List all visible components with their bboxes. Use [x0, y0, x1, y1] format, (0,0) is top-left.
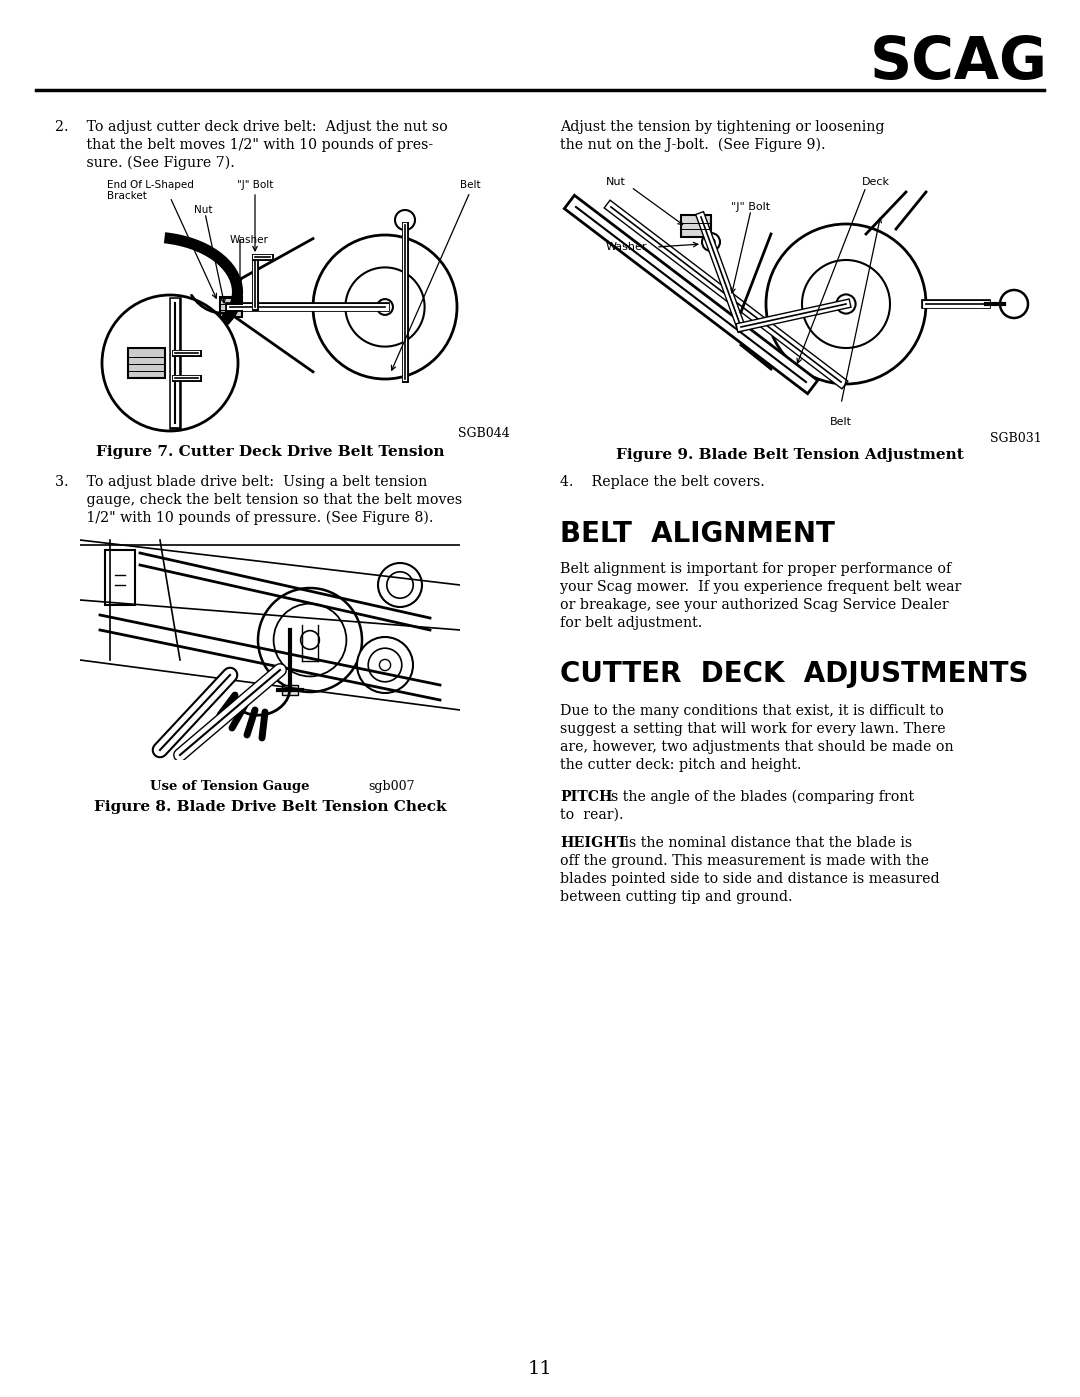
Text: 3.    To adjust blade drive belt:  Using a belt tension: 3. To adjust blade drive belt: Using a b… [55, 475, 428, 489]
Text: gauge, check the belt tension so that the belt moves: gauge, check the belt tension so that th… [55, 493, 462, 507]
Circle shape [836, 295, 855, 313]
Text: is the angle of the blades (comparing front: is the angle of the blades (comparing fr… [602, 789, 914, 805]
Circle shape [378, 563, 422, 608]
Circle shape [377, 299, 393, 314]
Text: Belt: Belt [460, 180, 481, 190]
Text: "J" Bolt: "J" Bolt [237, 180, 273, 190]
Text: or breakage, see your authorized Scag Service Dealer: or breakage, see your authorized Scag Se… [561, 598, 948, 612]
Text: is the nominal distance that the blade is: is the nominal distance that the blade i… [620, 835, 913, 849]
Text: Nut: Nut [606, 177, 626, 187]
Text: Due to the many conditions that exist, it is difficult to: Due to the many conditions that exist, i… [561, 704, 944, 718]
Text: Figure 7. Cutter Deck Drive Belt Tension: Figure 7. Cutter Deck Drive Belt Tension [96, 446, 444, 460]
Text: the cutter deck: pitch and height.: the cutter deck: pitch and height. [561, 759, 801, 773]
Text: 2.    To adjust cutter deck drive belt:  Adjust the nut so: 2. To adjust cutter deck drive belt: Adj… [55, 120, 448, 134]
Circle shape [258, 588, 362, 692]
Circle shape [313, 235, 457, 379]
Text: SCAG: SCAG [870, 34, 1048, 91]
Circle shape [707, 237, 715, 246]
Circle shape [1000, 291, 1028, 319]
Text: PITCH: PITCH [561, 789, 612, 805]
FancyBboxPatch shape [681, 215, 711, 237]
Circle shape [702, 233, 720, 251]
Text: Belt alignment is important for proper performance of: Belt alignment is important for proper p… [561, 562, 951, 576]
Text: SGB031: SGB031 [990, 432, 1042, 446]
Text: Use of Tension Gauge: Use of Tension Gauge [150, 780, 310, 793]
Text: Washer: Washer [230, 235, 269, 244]
Circle shape [102, 295, 238, 432]
Circle shape [300, 630, 320, 650]
Text: Figure 8. Blade Drive Belt Tension Check: Figure 8. Blade Drive Belt Tension Check [94, 800, 446, 814]
Circle shape [802, 260, 890, 348]
Text: Nut: Nut [193, 205, 213, 215]
Text: for belt adjustment.: for belt adjustment. [561, 616, 702, 630]
Text: between cutting tip and ground.: between cutting tip and ground. [561, 890, 793, 904]
Text: the nut on the J-bolt.  (See Figure 9).: the nut on the J-bolt. (See Figure 9). [561, 138, 825, 152]
Text: HEIGHT: HEIGHT [561, 835, 627, 849]
Text: sgb007: sgb007 [368, 780, 415, 793]
FancyBboxPatch shape [105, 550, 135, 605]
Text: that the belt moves 1/2" with 10 pounds of pres-: that the belt moves 1/2" with 10 pounds … [55, 138, 433, 152]
Text: your Scag mower.  If you experience frequent belt wear: your Scag mower. If you experience frequ… [561, 580, 961, 594]
Bar [282, 685, 298, 694]
Text: Deck: Deck [862, 177, 890, 187]
Text: BELT  ALIGNMENT: BELT ALIGNMENT [561, 520, 835, 548]
Circle shape [273, 604, 347, 676]
Circle shape [368, 648, 402, 682]
Text: SGB044: SGB044 [458, 427, 510, 440]
Circle shape [766, 224, 926, 384]
Circle shape [357, 637, 413, 693]
Text: 1/2" with 10 pounds of pressure. (See Figure 8).: 1/2" with 10 pounds of pressure. (See Fi… [55, 511, 433, 525]
Circle shape [346, 267, 424, 346]
Text: 4.    Replace the belt covers.: 4. Replace the belt covers. [561, 475, 765, 489]
Text: 11: 11 [528, 1361, 552, 1377]
Text: "J" Bolt: "J" Bolt [731, 203, 770, 212]
Text: sure. (See Figure 7).: sure. (See Figure 7). [55, 156, 234, 170]
Text: Figure 9. Blade Belt Tension Adjustment: Figure 9. Blade Belt Tension Adjustment [616, 448, 963, 462]
Text: Bracket: Bracket [107, 191, 147, 201]
Text: suggest a setting that will work for every lawn. There: suggest a setting that will work for eve… [561, 722, 946, 736]
Text: Adjust the tension by tightening or loosening: Adjust the tension by tightening or loos… [561, 120, 885, 134]
Text: Belt: Belt [831, 416, 852, 427]
Text: blades pointed side to side and distance is measured: blades pointed side to side and distance… [561, 872, 940, 886]
Circle shape [387, 571, 414, 598]
Text: off the ground. This measurement is made with the: off the ground. This measurement is made… [561, 854, 929, 868]
Circle shape [379, 659, 391, 671]
Text: End Of L-Shaped: End Of L-Shaped [107, 180, 194, 190]
Text: are, however, two adjustments that should be made on: are, however, two adjustments that shoul… [561, 740, 954, 754]
Circle shape [395, 210, 415, 231]
Text: to  rear).: to rear). [561, 807, 623, 821]
FancyBboxPatch shape [129, 348, 165, 379]
Text: Washer: Washer [605, 242, 647, 251]
Text: CUTTER  DECK  ADJUSTMENTS: CUTTER DECK ADJUSTMENTS [561, 659, 1028, 687]
FancyBboxPatch shape [220, 298, 242, 317]
